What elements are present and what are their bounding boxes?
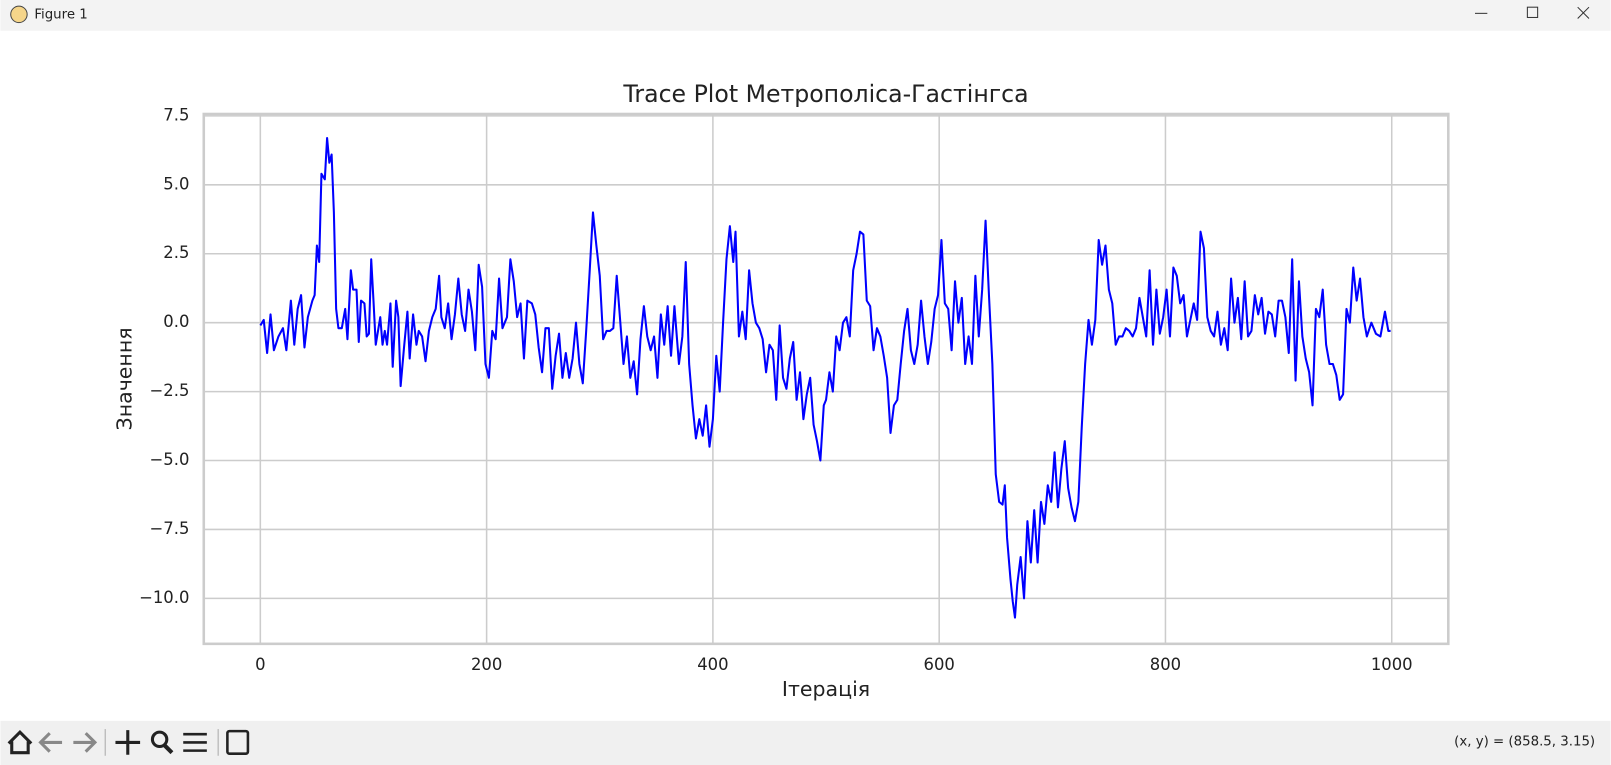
y-tick-label: −10.0 xyxy=(139,588,189,607)
zoom-button[interactable] xyxy=(150,730,169,749)
close-button[interactable] xyxy=(1577,6,1590,19)
y-tick-label: 2.5 xyxy=(163,243,189,262)
x-tick-label: 200 xyxy=(471,655,502,674)
x-tick-label: 0 xyxy=(255,655,265,674)
app-icon xyxy=(10,5,28,24)
y-tick-label: −7.5 xyxy=(150,519,190,538)
chart-title: Trace Plot Метрополіса-Гастінгса xyxy=(622,80,1028,108)
y-tick-label: 7.5 xyxy=(163,105,189,124)
forward-button[interactable] xyxy=(73,732,98,753)
y-tick-label: 0.0 xyxy=(163,312,189,331)
y-tick-label: −5.0 xyxy=(150,450,190,469)
y-tick-label: 5.0 xyxy=(163,174,189,193)
trace-line xyxy=(259,136,1391,619)
plot-frame xyxy=(202,112,1450,646)
x-tick-label: 600 xyxy=(924,655,955,674)
x-tick-label: 1000 xyxy=(1371,655,1413,674)
title-bar xyxy=(0,0,1611,31)
y-axis-label: Значення xyxy=(113,327,137,430)
zoom-handle xyxy=(163,744,174,755)
x-axis-label: Ітерація xyxy=(782,677,870,701)
x-tick-label: 400 xyxy=(697,655,728,674)
window-title: Figure 1 xyxy=(34,7,87,22)
toolbar xyxy=(0,720,1611,765)
x-tick-label: 800 xyxy=(1150,655,1181,674)
save-button[interactable] xyxy=(226,729,250,755)
plot: Trace Plot Метрополіса-Гастінгса Ітераці… xyxy=(113,80,1450,701)
configure-button[interactable] xyxy=(183,732,207,752)
cursor-coordinates: (x, y) = (858.5, 3.15) xyxy=(1454,734,1595,749)
home-button[interactable] xyxy=(7,729,33,755)
back-button[interactable] xyxy=(38,732,63,753)
y-tick-label: −2.5 xyxy=(150,381,190,400)
maximize-button[interactable] xyxy=(1526,6,1539,18)
pan-button[interactable] xyxy=(115,730,141,755)
